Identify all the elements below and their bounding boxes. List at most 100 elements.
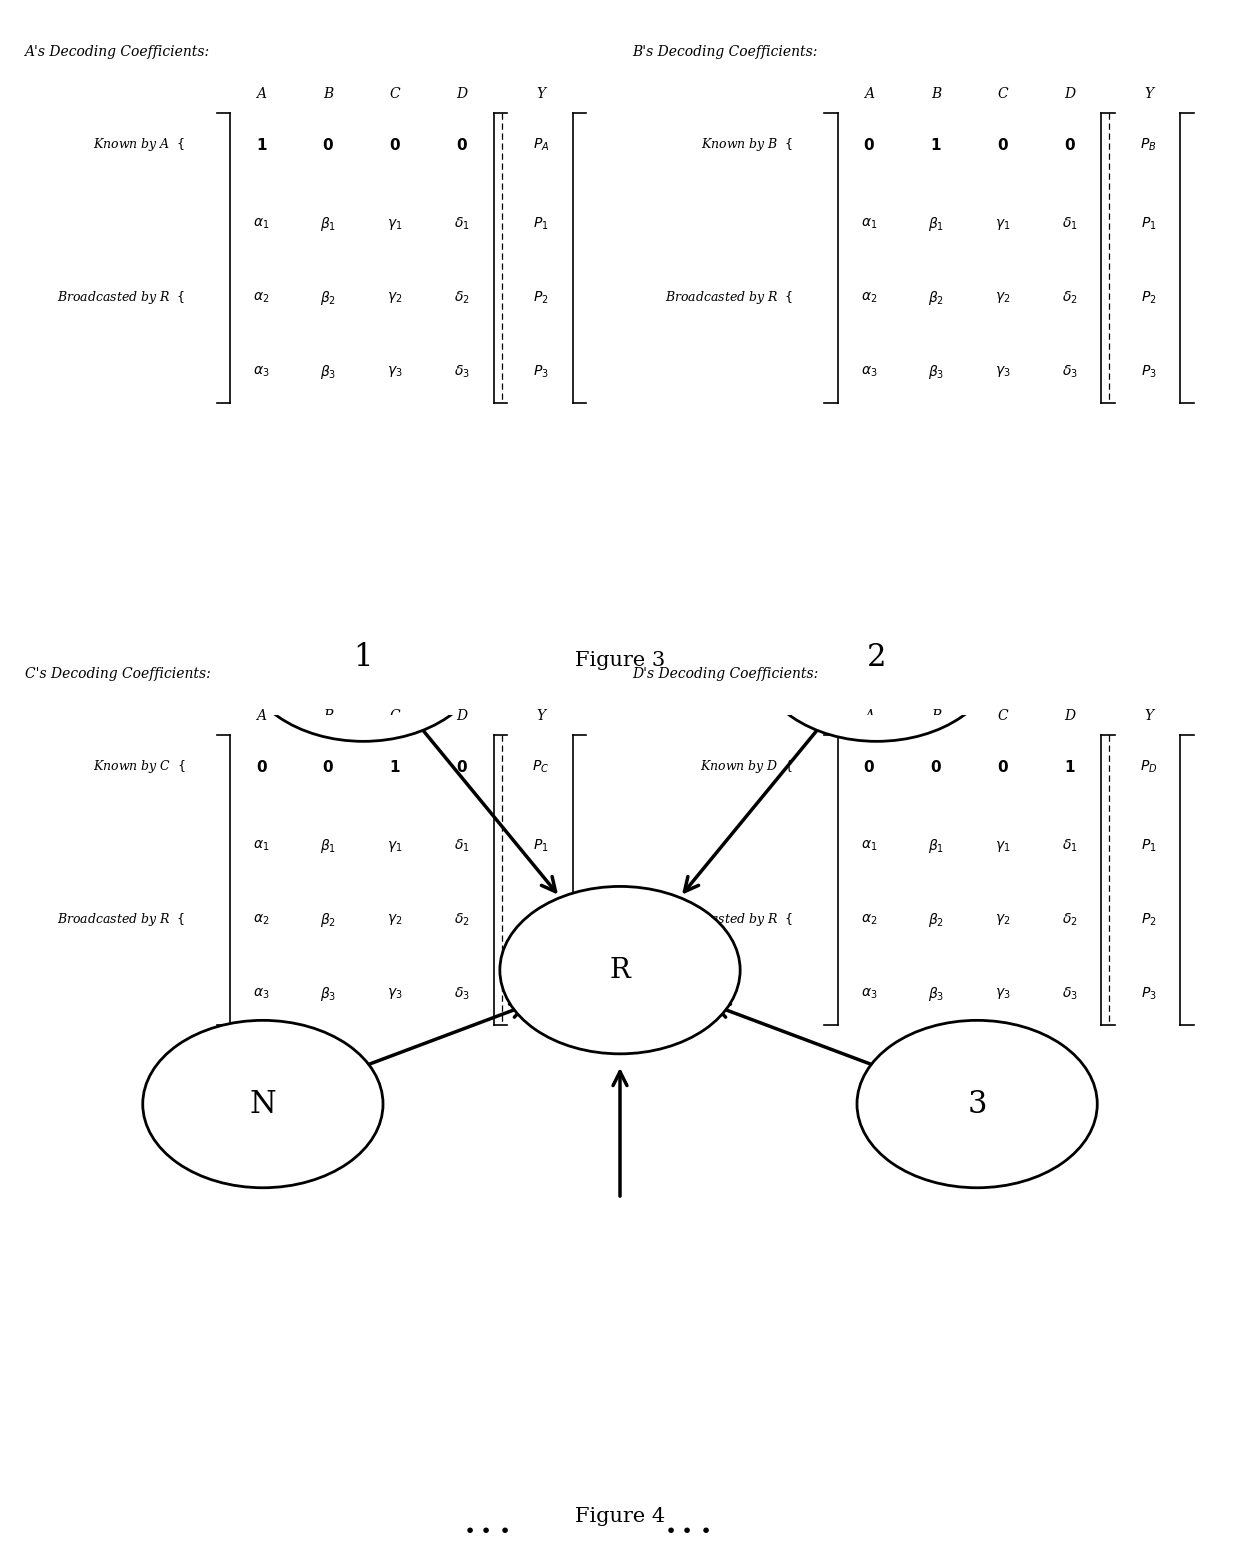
Text: C: C [389, 709, 401, 723]
Text: $\gamma_{3}$: $\gamma_{3}$ [387, 364, 403, 379]
Text: D: D [456, 709, 467, 723]
Text: $\beta_{1}$: $\beta_{1}$ [928, 215, 944, 233]
Text: $\gamma_{1}$: $\gamma_{1}$ [387, 838, 403, 854]
Text: $\alpha_{2}$: $\alpha_{2}$ [253, 913, 269, 927]
Text: Figure 3: Figure 3 [575, 652, 665, 670]
Text: $\beta_{2}$: $\beta_{2}$ [320, 911, 336, 928]
Text: C: C [389, 87, 401, 101]
Text: B: B [324, 87, 334, 101]
Ellipse shape [243, 574, 484, 742]
Text: $\delta_{1}$: $\delta_{1}$ [1061, 216, 1078, 232]
Text: $\mathbf{0}$: $\mathbf{0}$ [456, 759, 467, 774]
Text: $\delta_{2}$: $\delta_{2}$ [454, 289, 470, 306]
Text: $\mathbf{0}$: $\mathbf{0}$ [930, 759, 942, 774]
Text: $\gamma_{3}$: $\gamma_{3}$ [994, 364, 1011, 379]
Text: $\gamma_{3}$: $\gamma_{3}$ [387, 986, 403, 1001]
Text: $\mathbf{0}$: $\mathbf{0}$ [456, 137, 467, 152]
Text: C: C [997, 709, 1008, 723]
Text: $\mathbf{1}$: $\mathbf{1}$ [930, 137, 941, 152]
Text: $\delta_{1}$: $\delta_{1}$ [1061, 838, 1078, 854]
Text: $\beta_{3}$: $\beta_{3}$ [928, 362, 944, 381]
Ellipse shape [500, 886, 740, 1054]
Text: $\gamma_{2}$: $\gamma_{2}$ [387, 291, 403, 305]
Text: $P_{1}$: $P_{1}$ [1141, 216, 1157, 232]
Text: $\beta_{2}$: $\beta_{2}$ [928, 289, 944, 306]
Text: $\mathbf{0}$: $\mathbf{0}$ [997, 137, 1008, 152]
Text: Known by D  $\{$: Known by D $\{$ [699, 759, 794, 774]
Text: $\boldsymbol{P_{B}}$: $\boldsymbol{P_{B}}$ [1141, 137, 1157, 152]
Text: $\beta_{3}$: $\beta_{3}$ [320, 984, 336, 1003]
Text: B: B [931, 87, 941, 101]
Text: $\mathbf{0}$: $\mathbf{0}$ [255, 759, 268, 774]
Text: D's Decoding Coefficients:: D's Decoding Coefficients: [632, 667, 818, 681]
Text: $\alpha_{2}$: $\alpha_{2}$ [861, 913, 877, 927]
Text: $\gamma_{1}$: $\gamma_{1}$ [387, 216, 403, 232]
Text: $\bullet\bullet\bullet$: $\bullet\bullet\bullet$ [463, 1519, 510, 1538]
Text: Y: Y [1145, 87, 1153, 101]
Text: A: A [864, 87, 874, 101]
Text: Broadcasted by R  $\{$: Broadcasted by R $\{$ [57, 289, 186, 306]
Text: $\mathbf{0}$: $\mathbf{0}$ [997, 759, 1008, 774]
Text: $\alpha_{3}$: $\alpha_{3}$ [253, 364, 270, 379]
Text: $\delta_{1}$: $\delta_{1}$ [454, 216, 470, 232]
Text: $\alpha_{2}$: $\alpha_{2}$ [861, 291, 877, 305]
Text: $\beta_{1}$: $\beta_{1}$ [928, 837, 944, 855]
Text: Known by C  $\{$: Known by C $\{$ [93, 759, 186, 774]
Text: D: D [1064, 87, 1075, 101]
Text: $P_{1}$: $P_{1}$ [1141, 838, 1157, 854]
Text: $\beta_{1}$: $\beta_{1}$ [320, 837, 336, 855]
Text: $P_{3}$: $P_{3}$ [533, 986, 549, 1001]
Text: $\delta_{2}$: $\delta_{2}$ [1061, 289, 1078, 306]
Text: A: A [257, 87, 267, 101]
Text: $\delta_{2}$: $\delta_{2}$ [1061, 911, 1078, 928]
Text: $\gamma_{3}$: $\gamma_{3}$ [994, 986, 1011, 1001]
Text: D: D [1064, 709, 1075, 723]
Text: Known by A  $\{$: Known by A $\{$ [93, 137, 186, 152]
Text: $\alpha_{1}$: $\alpha_{1}$ [861, 216, 878, 232]
Text: $\mathbf{0}$: $\mathbf{0}$ [863, 759, 875, 774]
Text: $P_{1}$: $P_{1}$ [533, 838, 549, 854]
Text: 1: 1 [353, 642, 373, 673]
Text: $\bullet\bullet\bullet$: $\bullet\bullet\bullet$ [663, 1519, 711, 1538]
Text: N: N [249, 1088, 277, 1120]
Text: $P_{2}$: $P_{2}$ [1141, 289, 1157, 306]
Text: Known by B  $\{$: Known by B $\{$ [701, 137, 794, 152]
Text: $\beta_{3}$: $\beta_{3}$ [928, 984, 944, 1003]
Text: $\delta_{3}$: $\delta_{3}$ [1061, 986, 1078, 1001]
Text: $\delta_{3}$: $\delta_{3}$ [454, 364, 470, 379]
Text: $\mathbf{0}$: $\mathbf{0}$ [389, 137, 401, 152]
Ellipse shape [857, 1020, 1097, 1188]
Text: C: C [997, 87, 1008, 101]
Text: $\alpha_{3}$: $\alpha_{3}$ [861, 364, 878, 379]
Text: Y: Y [1145, 709, 1153, 723]
Text: $\boldsymbol{P_{D}}$: $\boldsymbol{P_{D}}$ [1140, 759, 1157, 774]
Text: Figure 4: Figure 4 [575, 1507, 665, 1525]
Text: $P_{3}$: $P_{3}$ [533, 364, 549, 379]
Text: $P_{3}$: $P_{3}$ [1141, 364, 1157, 379]
Text: $\delta_{1}$: $\delta_{1}$ [454, 838, 470, 854]
Text: D: D [456, 87, 467, 101]
Text: $\gamma_{1}$: $\gamma_{1}$ [994, 838, 1011, 854]
Text: A: A [864, 709, 874, 723]
Text: $\delta_{3}$: $\delta_{3}$ [454, 986, 470, 1001]
Text: $\mathbf{1}$: $\mathbf{1}$ [389, 759, 401, 774]
Text: $\gamma_{1}$: $\gamma_{1}$ [994, 216, 1011, 232]
Text: $\beta_{3}$: $\beta_{3}$ [320, 362, 336, 381]
Text: $\beta_{2}$: $\beta_{2}$ [928, 911, 944, 928]
Text: 3: 3 [967, 1088, 987, 1120]
Text: $\beta_{1}$: $\beta_{1}$ [320, 215, 336, 233]
Text: $\mathbf{0}$: $\mathbf{0}$ [863, 137, 875, 152]
Text: A's Decoding Coefficients:: A's Decoding Coefficients: [25, 45, 210, 59]
Text: $P_{3}$: $P_{3}$ [1141, 986, 1157, 1001]
Text: Y: Y [537, 709, 546, 723]
Text: $\alpha_{3}$: $\alpha_{3}$ [861, 986, 878, 1001]
Text: $\mathbf{0}$: $\mathbf{0}$ [322, 137, 335, 152]
Text: B's Decoding Coefficients:: B's Decoding Coefficients: [632, 45, 817, 59]
Text: $\alpha_{1}$: $\alpha_{1}$ [253, 216, 270, 232]
Text: 2: 2 [867, 642, 887, 673]
Text: $P_{2}$: $P_{2}$ [533, 289, 549, 306]
Text: $\alpha_{2}$: $\alpha_{2}$ [253, 291, 269, 305]
Text: $\alpha_{1}$: $\alpha_{1}$ [253, 838, 270, 854]
Ellipse shape [143, 1020, 383, 1188]
Text: B: B [324, 709, 334, 723]
